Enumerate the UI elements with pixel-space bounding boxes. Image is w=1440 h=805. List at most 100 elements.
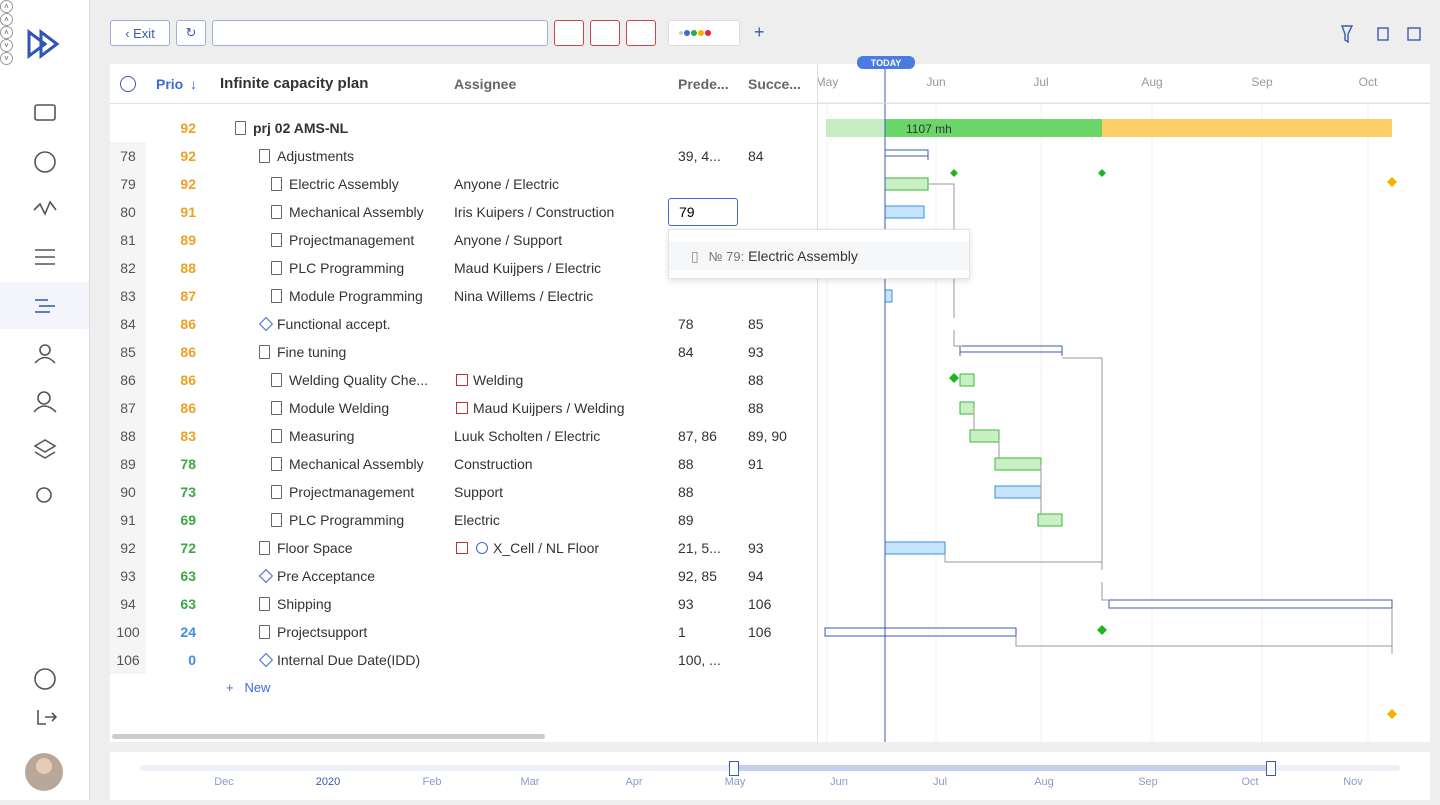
successors: 89, 90 <box>748 428 787 444</box>
task-icon <box>235 121 246 135</box>
exit-button[interactable]: ‹ Exit <box>110 20 170 46</box>
task-bar <box>969 429 1000 443</box>
clock-icon <box>476 542 488 554</box>
timeline-label: Mar <box>520 776 540 788</box>
successors: 88 <box>748 372 764 388</box>
row-id: 90 <box>120 484 136 500</box>
column-header[interactable]: Infinite capacity plan <box>220 75 369 92</box>
predecessors: 21, 5... <box>678 540 721 556</box>
sidebar-icons <box>0 29 89 791</box>
successors: 106 <box>748 624 772 640</box>
successors: 84 <box>748 148 764 164</box>
assignee: Anyone / Electric <box>454 176 560 192</box>
nav-icon[interactable] <box>39 344 51 356</box>
filter-icon[interactable] <box>1340 25 1354 44</box>
row-prio: 92 <box>180 148 196 164</box>
column-header[interactable]: Succe... <box>748 76 801 92</box>
timeline-range[interactable] <box>734 765 1271 771</box>
nav-icon[interactable] <box>34 151 56 173</box>
row-prio: 89 <box>180 232 196 248</box>
timeline-label: May <box>724 776 746 788</box>
toggle-button[interactable] <box>554 20 584 46</box>
new-row[interactable]: + New <box>226 680 271 695</box>
pred-input[interactable]: 79 <box>668 198 738 226</box>
assignee: Nina Willems / Electric <box>454 288 594 304</box>
task-name: PLC Programming <box>289 260 405 276</box>
row-id: 91 <box>120 512 136 528</box>
row-prio: 86 <box>180 372 196 388</box>
row-id: 106 <box>116 652 140 668</box>
successors: 106 <box>748 596 772 612</box>
row-prio: 92 <box>180 176 196 192</box>
milestone <box>949 373 959 383</box>
predecessors: 78 <box>678 316 694 332</box>
nav-icon[interactable] <box>33 439 57 459</box>
dropdown-number: № 79: <box>708 249 745 264</box>
timeline-label: Feb <box>422 776 442 788</box>
nav-icon[interactable] <box>36 487 52 503</box>
color-picker[interactable] <box>668 20 740 46</box>
expand-toggle: ˅ <box>0 39 13 52</box>
row-prio: 86 <box>180 400 196 416</box>
row-id: 79 <box>120 176 136 192</box>
dropdown-item[interactable]: ▯ № 79: Electric Assembly <box>669 242 969 270</box>
nav-icon[interactable] <box>33 405 57 413</box>
task-bar <box>994 485 1042 499</box>
project-bar-rest <box>1102 119 1392 137</box>
nav-icon[interactable] <box>35 299 55 313</box>
sort-arrow: ↓ <box>190 76 197 92</box>
assignee: Construction <box>454 456 533 472</box>
dropdown-name: Electric Assembly <box>748 248 858 264</box>
task-icon <box>259 149 270 163</box>
refresh-button[interactable]: ↻ <box>176 20 206 46</box>
help-icon[interactable] <box>34 668 56 690</box>
task-bar <box>959 373 975 387</box>
add-button[interactable]: + <box>754 22 765 42</box>
month-label: Sep <box>1251 75 1273 89</box>
row-prio: 86 <box>180 316 196 332</box>
project-bar-label: 1107 mh <box>906 122 952 136</box>
nav-icon[interactable] <box>34 356 56 364</box>
nav-icon[interactable] <box>34 104 56 121</box>
avatar-face <box>36 758 52 774</box>
row-prio: 92 <box>180 120 196 136</box>
task-icon <box>271 429 282 443</box>
nav-icon[interactable] <box>37 391 51 405</box>
toggle-button[interactable] <box>590 20 620 46</box>
column-header[interactable]: Assignee <box>454 76 517 92</box>
timeline-label: Oct <box>1241 776 1259 788</box>
row-prio: 86 <box>180 344 196 360</box>
timeline-label: Aug <box>1034 776 1054 788</box>
row-prio: 88 <box>180 260 196 276</box>
assignee: Iris Kuipers / Construction <box>454 204 615 220</box>
group-bar <box>1108 599 1393 609</box>
columns-icon[interactable] <box>1377 27 1389 41</box>
edit-toolbar[interactable] <box>212 20 548 46</box>
split <box>817 64 818 742</box>
column-header[interactable]: Prede... <box>678 76 729 92</box>
range-handle[interactable] <box>1266 761 1276 776</box>
task-name: Welding Quality Che... <box>289 372 429 388</box>
scrollbar[interactable] <box>112 734 545 739</box>
row-id: 87 <box>120 400 136 416</box>
nav-icon[interactable] <box>35 249 55 265</box>
timeline-label: Dec <box>214 776 234 788</box>
task-icon <box>271 457 282 471</box>
logout-icon[interactable] <box>37 710 58 725</box>
export-icon[interactable] <box>1407 27 1421 41</box>
predecessors: 88 <box>678 456 694 472</box>
resource-icon <box>456 374 468 386</box>
column-header[interactable]: Prio <box>156 76 184 92</box>
range-handle[interactable] <box>729 761 739 776</box>
toggle-button[interactable] <box>626 20 656 46</box>
timeline-label: 2020 <box>315 776 341 788</box>
successors: 91 <box>748 456 764 472</box>
task-bar <box>884 289 893 303</box>
assignee: X_Cell / NL Floor <box>493 540 600 556</box>
row-id: 78 <box>120 148 136 164</box>
logo <box>27 29 60 59</box>
new-row-label: New <box>244 680 271 695</box>
nav-icon[interactable] <box>33 200 57 216</box>
settings-icon[interactable] <box>120 76 136 92</box>
